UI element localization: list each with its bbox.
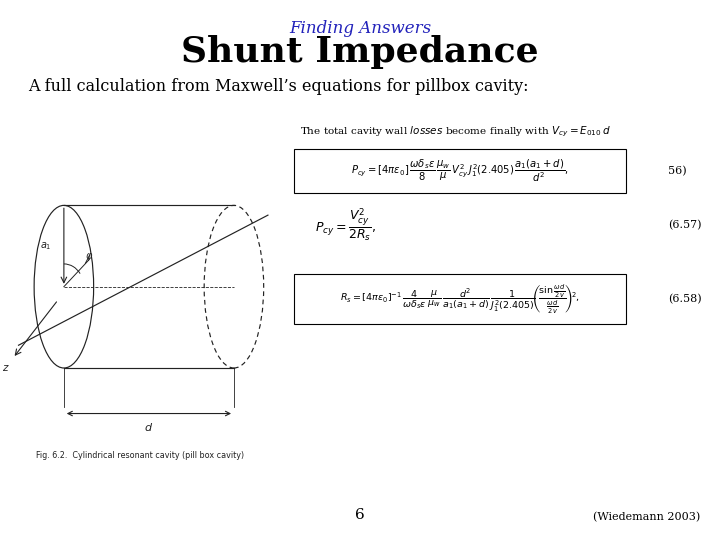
Text: Fig. 6.2.  Cylindrical resonant cavity (pill box cavity): Fig. 6.2. Cylindrical resonant cavity (p… <box>36 451 245 461</box>
Text: $R_s = [4\pi\epsilon_0]^{-1}\,\dfrac{4}{\omega\delta_s\epsilon}\,\dfrac{\mu}{\mu: $R_s = [4\pi\epsilon_0]^{-1}\,\dfrac{4}{… <box>340 282 580 315</box>
Text: Finding Answers: Finding Answers <box>289 20 431 37</box>
Text: $P_{cy} = [4\pi\epsilon_0]\,\dfrac{\omega\delta_s\epsilon}{8}\,\dfrac{\mu_w}{\mu: $P_{cy} = [4\pi\epsilon_0]\,\dfrac{\omeg… <box>351 158 569 185</box>
Text: $\varphi$: $\varphi$ <box>85 252 94 264</box>
Text: $P_{cy} = \dfrac{V^2_{cy}}{2R_s},$: $P_{cy} = \dfrac{V^2_{cy}}{2R_s},$ <box>315 206 376 244</box>
Text: (6.57): (6.57) <box>668 220 701 230</box>
Text: 6: 6 <box>355 508 365 522</box>
Text: Shunt Impedance: Shunt Impedance <box>181 35 539 69</box>
Text: The total cavity wall $\mathit{losses}$ become finally with $V_{cy} = E_{010}\,d: The total cavity wall $\mathit{losses}$ … <box>300 125 611 139</box>
Text: $d$: $d$ <box>144 421 153 433</box>
Text: (6.58): (6.58) <box>668 294 701 304</box>
Text: A full calculation from Maxwell’s equations for pillbox cavity:: A full calculation from Maxwell’s equati… <box>28 78 528 95</box>
Text: $z$: $z$ <box>2 363 10 373</box>
Text: $a_1$: $a_1$ <box>40 240 52 252</box>
FancyBboxPatch shape <box>294 274 626 324</box>
Text: (Wiedemann 2003): (Wiedemann 2003) <box>593 512 700 522</box>
Text: 56): 56) <box>668 166 687 176</box>
FancyBboxPatch shape <box>294 149 626 193</box>
